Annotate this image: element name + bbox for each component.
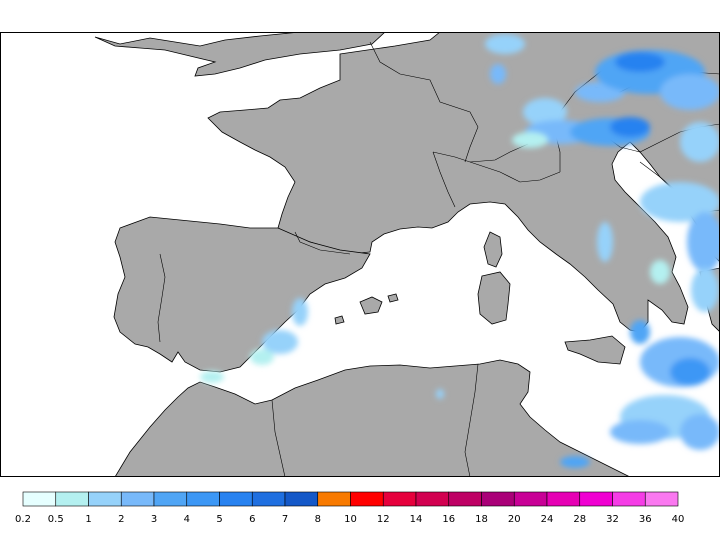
precipitation-map (0, 32, 720, 477)
legend-swatch (579, 491, 613, 507)
legend-tick-label: 12 (377, 514, 390, 525)
great-britain (94, 32, 386, 77)
legend-swatch (55, 491, 89, 507)
legend-swatch (219, 491, 253, 507)
corsica (483, 231, 503, 268)
precipitation-patches (200, 34, 720, 468)
legend-swatch (186, 491, 220, 507)
legend-swatch (350, 491, 384, 507)
legend-swatch (481, 491, 515, 507)
legend-tick-label: 3 (151, 514, 157, 525)
legend-tick-label: 32 (606, 514, 619, 525)
legend-tick-label: 0.2 (15, 514, 31, 525)
legend-tick-label: 16 (442, 514, 455, 525)
legend-tick-label: 7 (282, 514, 288, 525)
legend-tick-label: 10 (344, 514, 357, 525)
legend-swatch (153, 491, 188, 507)
legend-tick-label: 28 (573, 514, 586, 525)
legend-swatch (22, 491, 57, 507)
land-masses (94, 32, 720, 477)
legend-swatch (382, 491, 417, 507)
legend-swatch (546, 491, 581, 507)
legend-tick-label: 18 (475, 514, 488, 525)
legend-tick-label: 24 (541, 514, 554, 525)
sicily (564, 335, 626, 365)
legend-swatch (284, 491, 319, 507)
minorca (387, 293, 399, 303)
legend-swatch (415, 491, 450, 507)
legend-tick-label: 14 (410, 514, 423, 525)
legend-tick-label: 1 (85, 514, 91, 525)
majorca (359, 296, 383, 315)
legend-tick-label: 40 (672, 514, 685, 525)
legend-swatch (88, 491, 122, 507)
ibiza (334, 315, 345, 325)
legend-swatch (612, 491, 646, 507)
legend-tick-label: 36 (639, 514, 652, 525)
legend-swatch (644, 491, 679, 507)
legend-swatch (513, 491, 548, 507)
legend-tick-label: 2 (118, 514, 124, 525)
legend-tick-label: 20 (508, 514, 521, 525)
legend-tick-label: 5 (216, 514, 222, 525)
continental-europe (207, 32, 720, 333)
legend-tick-label: 8 (315, 514, 321, 525)
legend-tick-label: 6 (249, 514, 255, 525)
color-legend: 0.2 0.5 1 2 3 4 5 6 7 8 10 12 14 16 18 20 24 28 32 36 40 (15, 491, 685, 525)
legend-tick-label: 0.5 (48, 514, 64, 525)
sardinia (477, 271, 511, 325)
legend-swatch (317, 491, 351, 507)
legend-swatch (448, 491, 482, 507)
legend-tick-label: 4 (184, 514, 190, 525)
legend-swatch (120, 491, 155, 507)
legend-swatch (251, 491, 286, 507)
